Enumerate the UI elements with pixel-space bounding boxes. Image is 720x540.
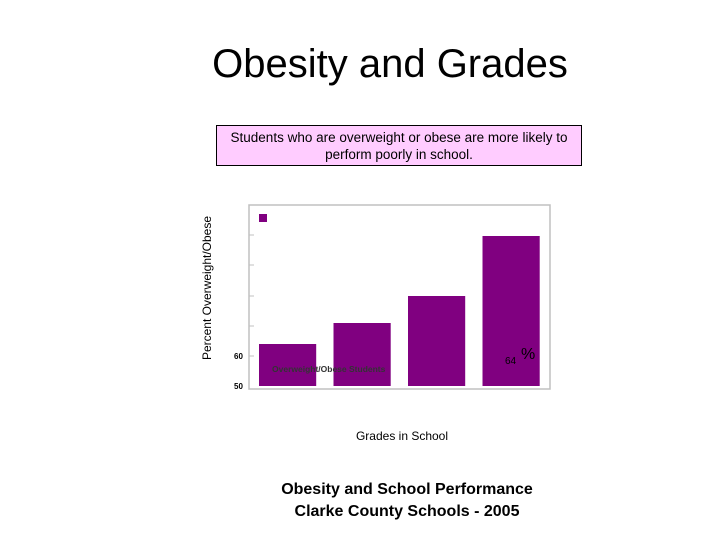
y-tick-marks bbox=[249, 234, 254, 357]
subtitle-box: Students who are overweight or obese are… bbox=[216, 125, 582, 166]
annotation-value: 64 bbox=[505, 356, 517, 367]
bar-4 bbox=[482, 236, 540, 386]
legend-marker bbox=[259, 214, 267, 222]
bar-1 bbox=[259, 344, 317, 386]
footer-line-2: Clarke County Schools - 2005 bbox=[294, 503, 520, 520]
bar-2 bbox=[333, 323, 391, 386]
x-axis-label: Grades in School bbox=[355, 429, 449, 443]
annotation-unit: % bbox=[521, 346, 535, 363]
bar-3 bbox=[408, 296, 466, 386]
footer-caption: Obesity and School Performance Clarke Co… bbox=[212, 479, 602, 523]
legend-label: Overweight/Obese Students bbox=[272, 364, 386, 374]
y-axis-label: Percent Overweight/Obese bbox=[200, 215, 214, 361]
bar-chart: 60 50 Overweight/Obese Students 64 % bbox=[234, 204, 551, 391]
page-title: Obesity and Grades bbox=[212, 42, 568, 86]
y-tick-label-60: 60 bbox=[234, 352, 243, 361]
footer-line-1: Obesity and School Performance bbox=[281, 481, 533, 498]
y-tick-label-50: 50 bbox=[234, 382, 243, 391]
